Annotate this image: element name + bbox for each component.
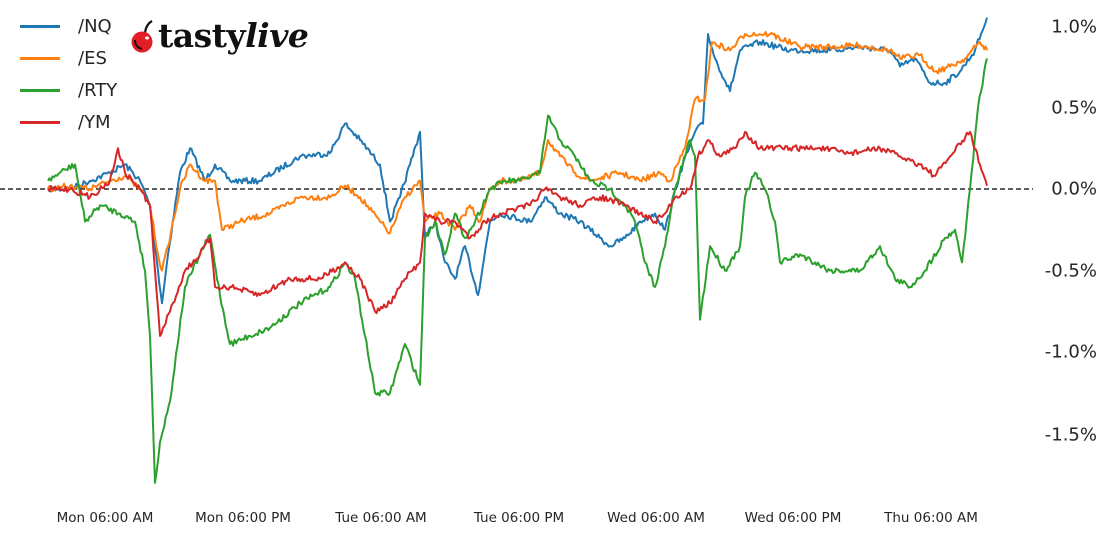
- y-tick-label: 1.0%: [1051, 16, 1097, 38]
- logo-text-tasty: tasty: [158, 16, 246, 55]
- series-lines: [47, 17, 988, 484]
- y-tick-label: 0.0%: [1051, 178, 1097, 200]
- legend-label-es: /ES: [78, 47, 107, 69]
- legend-label-nq: /NQ: [78, 15, 112, 37]
- legend-item-ym: /YM: [20, 106, 117, 138]
- x-tick-label: Thu 06:00 AM: [884, 510, 978, 526]
- series-line-nq: [47, 17, 988, 305]
- legend-swatch-ym: [20, 120, 60, 124]
- legend-item-rty: /RTY: [20, 74, 117, 106]
- x-tick-label: Wed 06:00 AM: [607, 510, 705, 526]
- y-tick-label: -0.5%: [1044, 260, 1097, 282]
- x-tick-label: Mon 06:00 PM: [195, 510, 291, 526]
- x-tick-label: Tue 06:00 AM: [335, 510, 427, 526]
- legend-label-ym: /YM: [78, 111, 111, 133]
- cherry-icon: [131, 19, 153, 52]
- x-tick-label: Wed 06:00 PM: [744, 510, 842, 526]
- legend-item-es: /ES: [20, 42, 117, 74]
- y-tick-label: -1.0%: [1044, 341, 1097, 363]
- legend-item-nq: /NQ: [20, 10, 117, 42]
- x-tick-label: Mon 06:00 AM: [56, 510, 154, 526]
- legend-swatch-nq: [20, 24, 60, 28]
- legend-swatch-es: [20, 56, 60, 60]
- logo-wordmark: tastylive: [158, 16, 309, 55]
- logo-text-live: live: [245, 16, 309, 55]
- legend-label-rty: /RTY: [78, 79, 118, 101]
- x-tick-label: Tue 06:00 PM: [473, 510, 565, 526]
- tastylive-logo: tastylive: [128, 16, 309, 55]
- legend-swatch-rty: [20, 88, 60, 92]
- chart-legend: /NQ /ES /RTY /YM: [20, 10, 117, 138]
- series-line-rty: [47, 58, 988, 484]
- series-line-ym: [47, 130, 988, 337]
- y-tick-label: -1.5%: [1044, 424, 1097, 446]
- y-tick-label: 0.5%: [1051, 97, 1097, 119]
